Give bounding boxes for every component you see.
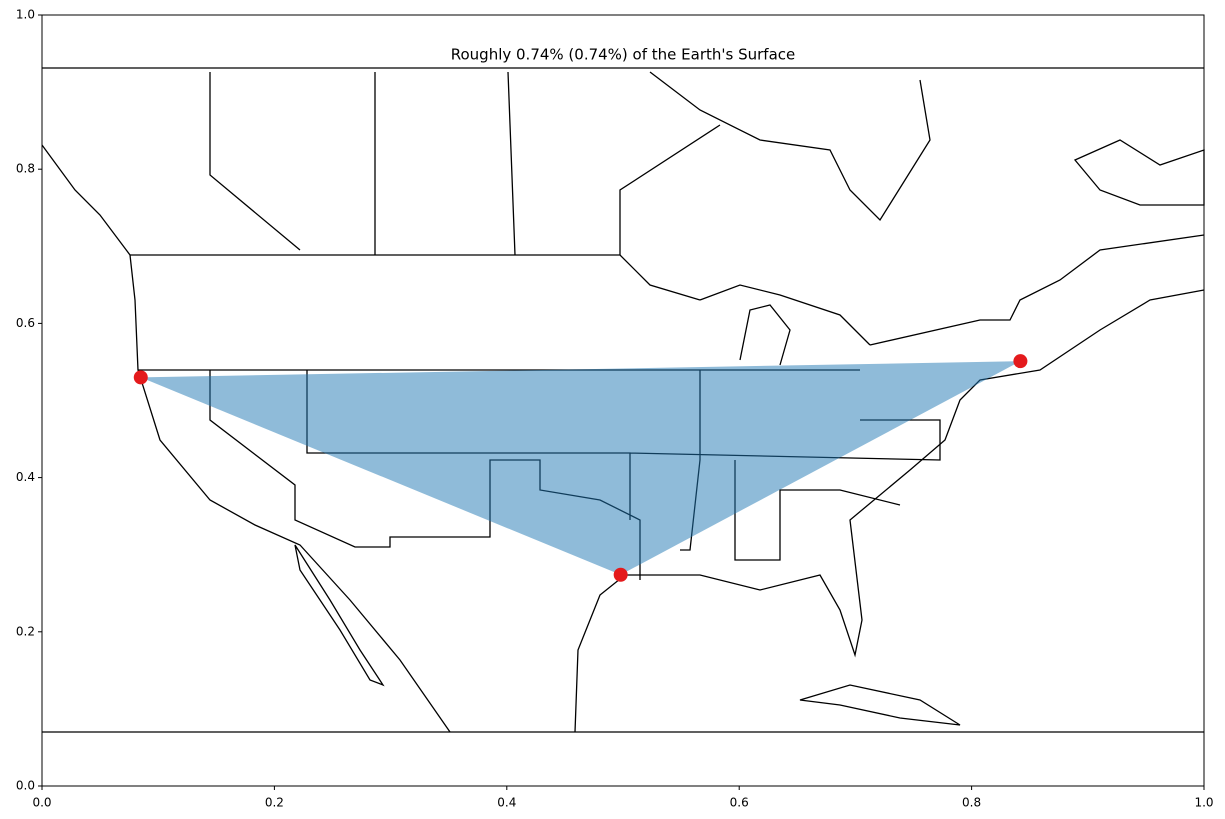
x-tick-label: 0.0	[32, 796, 51, 810]
area-polygon	[140, 361, 1021, 575]
border	[209, 71, 721, 256]
x-tick-label: 0.8	[962, 796, 981, 810]
point	[613, 567, 628, 582]
coastline	[294, 544, 385, 687]
y-tick-label: 0.6	[16, 316, 35, 330]
coastline	[1073, 139, 1205, 206]
x-tick-label: 1.0	[1194, 796, 1213, 810]
y-tick-label: 1.0	[16, 8, 35, 22]
coastline	[799, 684, 961, 726]
coastline	[41, 144, 451, 733]
y-tick-label: 0.4	[16, 470, 35, 484]
y-tick-label: 0.8	[16, 162, 35, 176]
y-tick-label: 0.0	[16, 779, 35, 793]
x-tick-label: 0.4	[497, 796, 516, 810]
coastline	[699, 284, 871, 366]
point	[133, 370, 148, 385]
coastline	[649, 71, 931, 222]
chart-title: Roughly 0.74% (0.74%) of the Earth's Sur…	[451, 46, 796, 64]
point	[1013, 354, 1028, 369]
x-tick-label: 0.6	[730, 796, 749, 810]
x-tick-label: 0.2	[265, 796, 284, 810]
axes-frame	[41, 14, 1205, 787]
border	[130, 234, 1205, 346]
y-tick-label: 0.2	[16, 624, 35, 638]
